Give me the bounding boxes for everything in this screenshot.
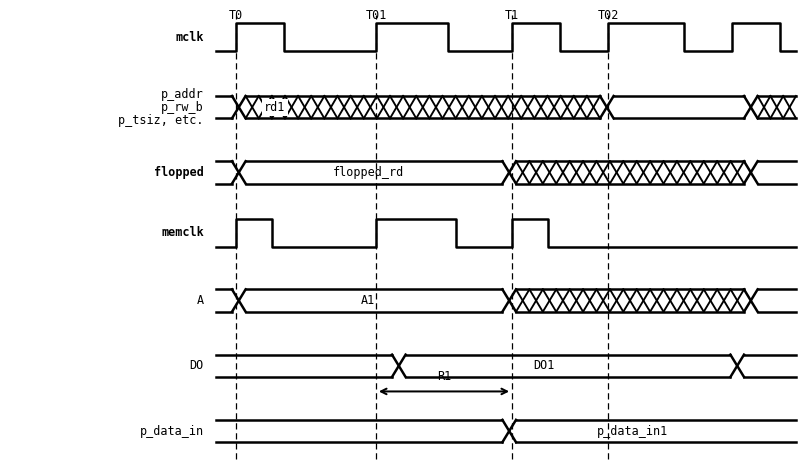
Text: p_addr: p_addr — [162, 88, 204, 101]
Text: A1: A1 — [361, 294, 375, 307]
Text: T0: T0 — [229, 9, 243, 22]
Text: A: A — [197, 294, 204, 307]
Text: DO: DO — [190, 359, 204, 372]
Text: p_tsiz, etc.: p_tsiz, etc. — [118, 114, 204, 127]
Text: DO1: DO1 — [534, 359, 554, 372]
Text: p_data_in1: p_data_in1 — [596, 425, 668, 438]
Text: T1: T1 — [505, 9, 519, 22]
Text: R1: R1 — [437, 370, 451, 383]
Text: flopped: flopped — [154, 166, 204, 179]
Text: memclk: memclk — [162, 226, 204, 240]
Text: flopped_rd: flopped_rd — [332, 166, 404, 179]
Text: p_rw_b: p_rw_b — [162, 101, 204, 114]
Text: p_data_in: p_data_in — [140, 425, 204, 438]
Text: rd1: rd1 — [264, 101, 286, 114]
Text: T01: T01 — [366, 9, 386, 22]
Text: T02: T02 — [598, 9, 618, 22]
Text: mclk: mclk — [175, 31, 204, 44]
